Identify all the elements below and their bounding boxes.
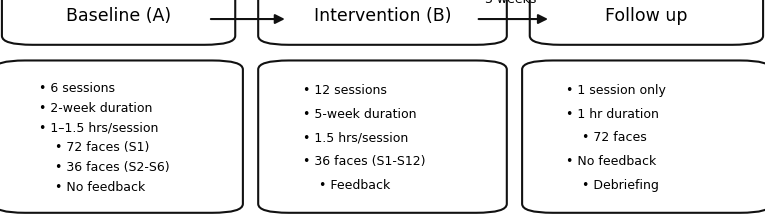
FancyBboxPatch shape — [529, 0, 763, 45]
FancyBboxPatch shape — [2, 0, 235, 45]
FancyBboxPatch shape — [0, 60, 243, 213]
Text: • 2-week duration: • 2-week duration — [38, 101, 152, 115]
Text: • No feedback: • No feedback — [566, 155, 656, 168]
FancyBboxPatch shape — [258, 60, 506, 213]
Text: • 1 session only: • 1 session only — [566, 84, 666, 97]
Text: • 1 hr duration: • 1 hr duration — [566, 108, 659, 121]
FancyBboxPatch shape — [522, 60, 765, 213]
Text: • No feedback: • No feedback — [38, 181, 145, 194]
Text: 3 weeks: 3 weeks — [485, 0, 537, 6]
Text: • 72 faces: • 72 faces — [566, 131, 647, 144]
Text: • 36 faces (S2-S6): • 36 faces (S2-S6) — [38, 161, 169, 174]
Text: Baseline (A): Baseline (A) — [66, 7, 171, 25]
Text: • 12 sessions: • 12 sessions — [302, 84, 386, 97]
Text: • Feedback: • Feedback — [302, 179, 390, 192]
FancyBboxPatch shape — [258, 0, 506, 45]
Text: • 1.5 hrs/session: • 1.5 hrs/session — [302, 131, 408, 144]
Text: Intervention (B): Intervention (B) — [314, 7, 451, 25]
Text: • 72 faces (S1): • 72 faces (S1) — [38, 141, 149, 154]
Text: • 5-week duration: • 5-week duration — [302, 108, 416, 121]
Text: • Debriefing: • Debriefing — [566, 179, 659, 192]
Text: • 36 faces (S1-S12): • 36 faces (S1-S12) — [302, 155, 425, 168]
Text: • 6 sessions: • 6 sessions — [38, 82, 115, 95]
Text: • 1–1.5 hrs/session: • 1–1.5 hrs/session — [38, 121, 158, 134]
Text: Follow up: Follow up — [605, 7, 688, 25]
